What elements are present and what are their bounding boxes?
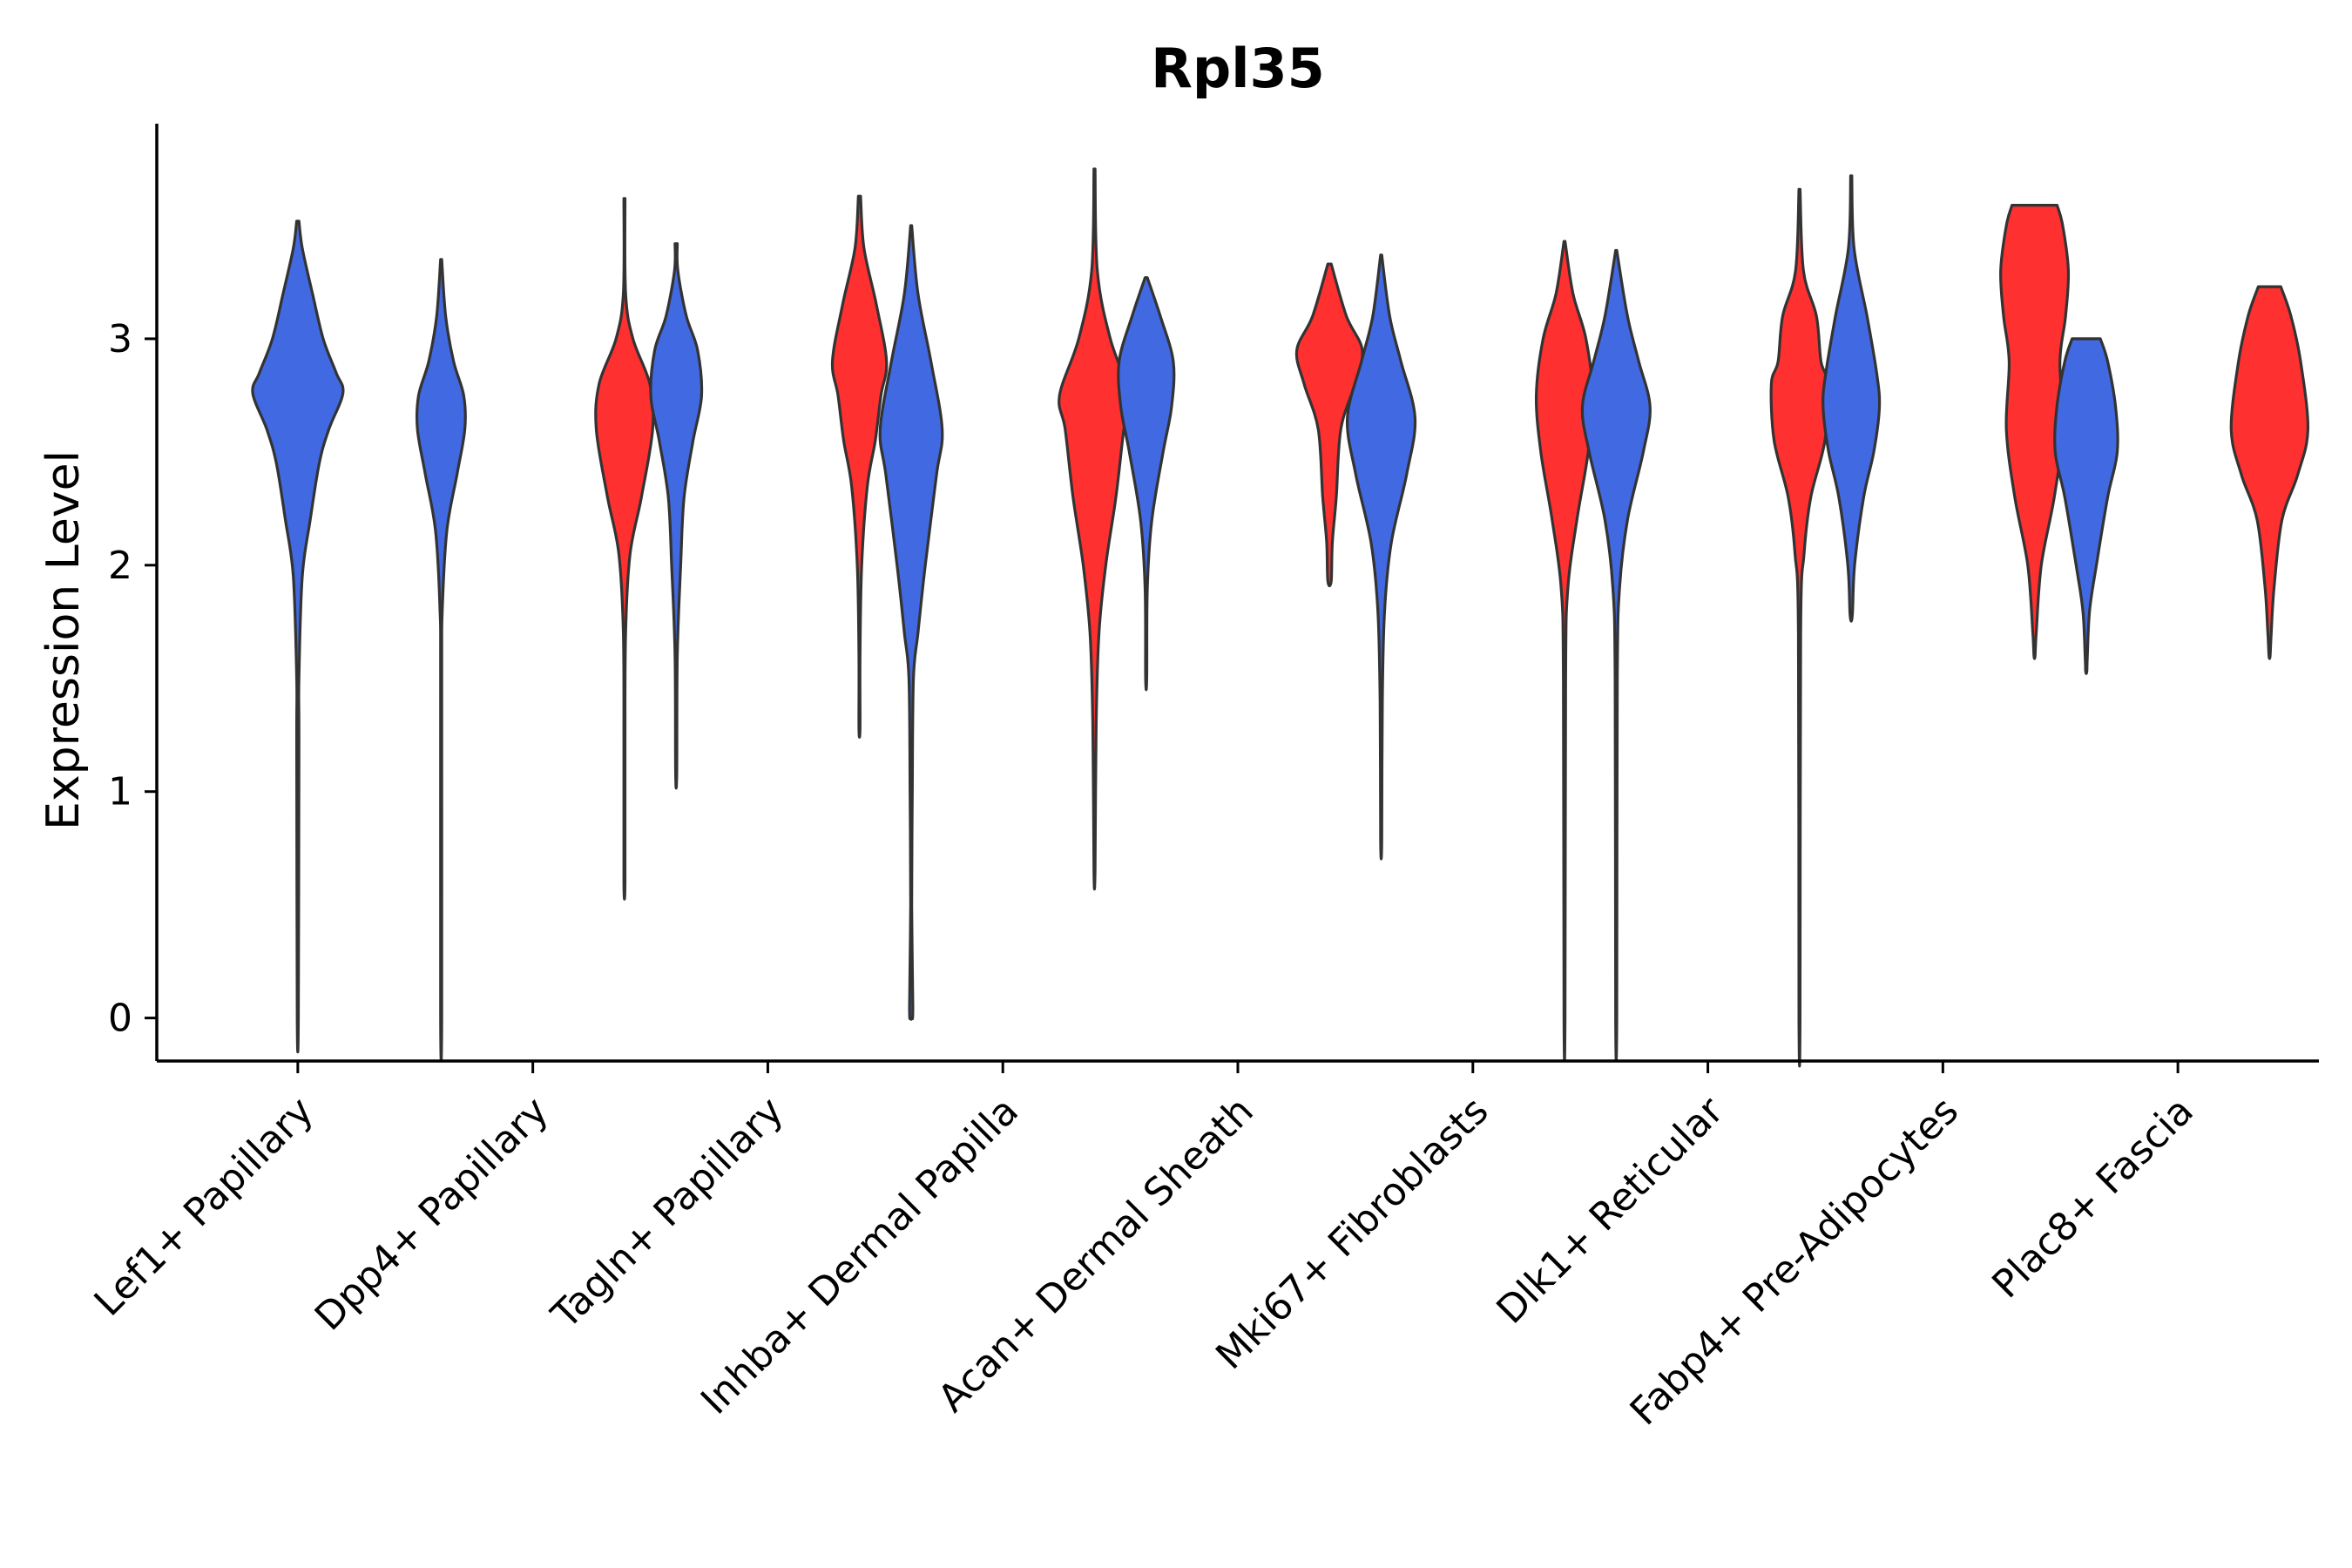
x-tick-label: Mki67+ Fibroblasts [1207, 1089, 1497, 1378]
x-tick-label: Plac8+ Fascia [1984, 1089, 2202, 1308]
x-tick-label: Tagln+ Papillary [543, 1089, 792, 1338]
y-axis-label: Expression Level [37, 450, 90, 830]
x-tick-label: Dpp4+ Papillary [307, 1089, 558, 1340]
violin-0-group_1 [251, 220, 345, 1053]
x-tick-label: Lef1+ Papillary [86, 1089, 322, 1325]
x-tick-label: Dlk1+ Reticular [1488, 1088, 1733, 1333]
violin-3-group_2 [1058, 167, 1132, 891]
violin-2-group_2 [830, 194, 889, 739]
violin-7-group_1 [1821, 174, 1882, 623]
violin-6-group_1 [1580, 248, 1652, 1062]
violin-7-group_2 [1999, 204, 2071, 660]
y-tick-label: 0 [108, 997, 132, 1041]
axes [155, 124, 2319, 1063]
violin-2-group_1 [649, 242, 704, 790]
violin-layer [251, 167, 2310, 1068]
violin-6-group_2 [1769, 187, 1830, 1068]
y-tick-label: 1 [108, 770, 132, 814]
violin-1-group_2 [594, 197, 655, 901]
violin-8-group_1 [2053, 337, 2119, 675]
violin-8-group_2 [2229, 285, 2310, 660]
y-tick-label: 3 [108, 317, 132, 362]
violin-1-group_1 [415, 258, 467, 1062]
violin-3-group_1 [878, 224, 944, 1021]
violin-4-group_1 [1117, 276, 1176, 692]
violin-5-group_2 [1534, 240, 1595, 1062]
y-tick-label: 2 [108, 544, 132, 588]
chart-title: Rpl35 [1151, 37, 1325, 100]
violin-5-group_1 [1345, 253, 1417, 861]
